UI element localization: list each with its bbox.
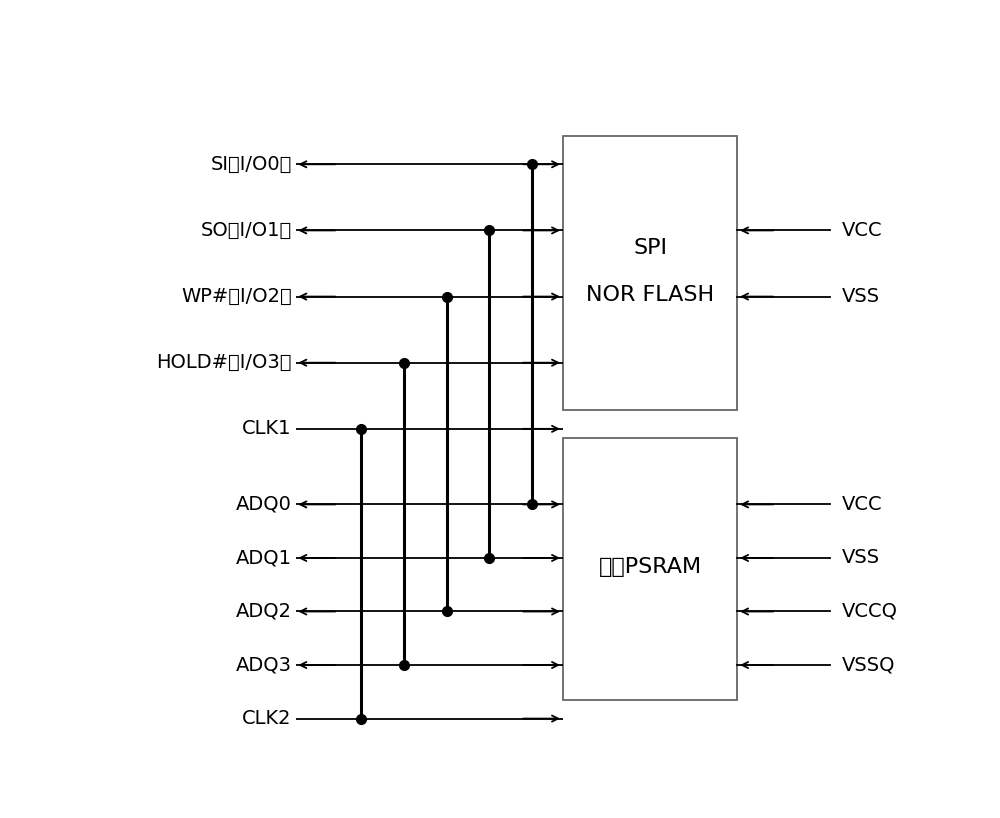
- Text: 并行PSRAM: 并行PSRAM: [599, 557, 702, 578]
- Text: VCCQ: VCCQ: [842, 602, 898, 621]
- Text: WP#（I/O2）: WP#（I/O2）: [181, 287, 292, 306]
- Text: CLK2: CLK2: [242, 709, 292, 728]
- Text: SI（I/O0）: SI（I/O0）: [210, 155, 292, 173]
- Text: CLK1: CLK1: [242, 420, 292, 438]
- Text: ADQ1: ADQ1: [236, 548, 292, 568]
- Bar: [563, 438, 737, 699]
- Text: VCC: VCC: [842, 221, 883, 240]
- Text: VSSQ: VSSQ: [842, 655, 895, 675]
- Text: SPI

NOR FLASH: SPI NOR FLASH: [586, 238, 715, 304]
- Text: ADQ3: ADQ3: [236, 655, 292, 675]
- Text: HOLD#（I/O3）: HOLD#（I/O3）: [156, 353, 292, 372]
- Text: ADQ0: ADQ0: [236, 495, 292, 514]
- Bar: [563, 136, 737, 410]
- Text: SO（I/O1）: SO（I/O1）: [200, 221, 292, 240]
- Text: VCC: VCC: [842, 495, 883, 514]
- Text: VSS: VSS: [842, 548, 880, 568]
- Text: ADQ2: ADQ2: [236, 602, 292, 621]
- Text: VSS: VSS: [842, 287, 880, 306]
